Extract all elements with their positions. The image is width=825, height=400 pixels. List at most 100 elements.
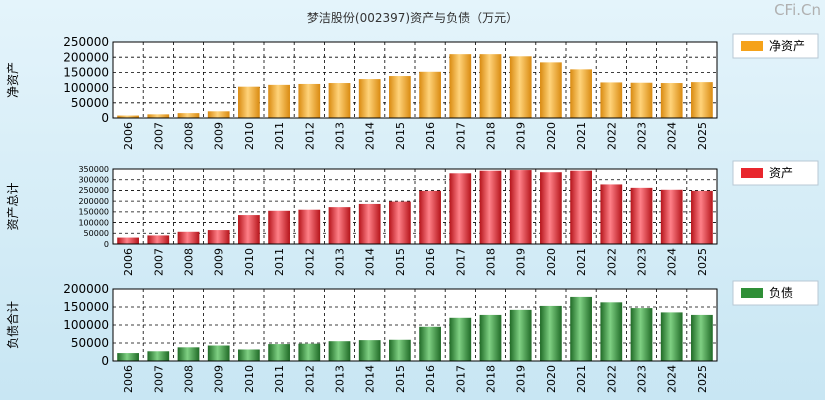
x-tick-label: 2014 — [364, 122, 377, 150]
legend-label: 资产 — [769, 166, 793, 180]
x-tick-label: 2020 — [545, 122, 558, 150]
x-tick-label: 2016 — [424, 122, 437, 150]
bar-equity-2012 — [298, 83, 321, 118]
legend-label: 负债 — [769, 286, 793, 300]
x-tick-label: 2015 — [394, 248, 407, 276]
x-tick-label: 2013 — [334, 365, 347, 393]
bar-equity-2016 — [419, 71, 441, 118]
bar-equity-2017 — [449, 54, 472, 118]
y-axis-label: 负债合计 — [5, 301, 20, 349]
x-tick-label: 2016 — [424, 365, 437, 393]
x-tick-label: 2015 — [394, 122, 407, 150]
bar-liabilities-2013 — [328, 341, 351, 361]
bar-liabilities-2012 — [298, 343, 321, 361]
bar-equity-2015 — [389, 76, 411, 118]
legend-swatch — [741, 41, 763, 51]
bar-assets-2025 — [691, 190, 713, 244]
x-tick-label: 2018 — [485, 248, 498, 276]
bar-liabilities-2011 — [268, 344, 290, 361]
x-tick-label: 2013 — [334, 248, 347, 276]
x-tick-label: 2024 — [666, 248, 679, 276]
x-tick-label: 2008 — [183, 248, 196, 276]
bar-equity-2025 — [691, 82, 713, 118]
bar-liabilities-2018 — [479, 314, 502, 361]
x-tick-label: 2011 — [273, 122, 286, 150]
bar-assets-2024 — [660, 189, 683, 244]
x-tick-label: 2022 — [605, 365, 618, 393]
x-tick-label: 2006 — [122, 122, 135, 150]
y-tick-label: 200000 — [63, 282, 109, 296]
x-tick-label: 2012 — [303, 248, 316, 276]
bar-equity-2014 — [358, 79, 381, 118]
bar-equity-2010 — [238, 86, 260, 118]
y-tick-label: 100000 — [63, 81, 109, 95]
bar-liabilities-2015 — [389, 339, 411, 361]
y-tick-label: 150000 — [63, 66, 109, 80]
watermark: CFi.Cn — [774, 1, 821, 19]
y-tick-label: 50000 — [71, 336, 109, 350]
bar-liabilities-2014 — [358, 340, 381, 361]
y-tick-label: 100000 — [78, 218, 109, 227]
bar-assets-2013 — [328, 207, 351, 244]
bar-equity-2022 — [600, 82, 623, 118]
x-tick-label: 2020 — [545, 248, 558, 276]
bar-liabilities-2009 — [207, 345, 230, 361]
bar-liabilities-2023 — [630, 308, 653, 361]
bar-assets-2015 — [389, 201, 411, 244]
bar-assets-2007 — [147, 235, 170, 244]
y-tick-label: 100000 — [63, 318, 109, 332]
bar-liabilities-2008 — [177, 347, 200, 361]
bar-assets-2019 — [509, 170, 532, 244]
x-tick-label: 2019 — [515, 122, 528, 150]
x-tick-label: 2018 — [485, 365, 498, 393]
x-tick-label: 2023 — [636, 365, 649, 393]
bar-equity-2021 — [570, 69, 592, 118]
x-tick-label: 2007 — [152, 248, 165, 276]
x-tick-label: 2012 — [303, 122, 316, 150]
x-tick-label: 2017 — [454, 122, 467, 150]
x-tick-label: 2013 — [334, 122, 347, 150]
bar-equity-2006 — [117, 115, 139, 118]
y-tick-label: 250000 — [63, 35, 109, 49]
bar-equity-2011 — [268, 84, 290, 118]
y-tick-label: 0 — [101, 111, 109, 125]
x-tick-label: 2008 — [183, 122, 196, 150]
y-tick-label: 150000 — [63, 300, 109, 314]
x-tick-label: 2015 — [394, 365, 407, 393]
bar-assets-2022 — [600, 184, 623, 244]
bar-equity-2008 — [177, 113, 200, 118]
bar-liabilities-2017 — [449, 317, 472, 361]
x-tick-label: 2011 — [273, 365, 286, 393]
bar-assets-2006 — [117, 237, 139, 244]
x-tick-label: 2017 — [454, 248, 467, 276]
x-tick-label: 2012 — [303, 365, 316, 393]
bar-assets-2016 — [419, 190, 441, 244]
x-tick-label: 2014 — [364, 248, 377, 276]
bar-assets-2014 — [358, 203, 381, 244]
y-tick-label: 150000 — [78, 208, 109, 217]
legend-swatch — [741, 168, 763, 178]
bar-equity-2013 — [328, 83, 351, 118]
bar-liabilities-2006 — [117, 353, 139, 361]
x-tick-label: 2008 — [183, 365, 196, 393]
x-tick-label: 2021 — [575, 122, 588, 150]
x-tick-label: 2010 — [243, 122, 256, 150]
bar-liabilities-2021 — [570, 296, 592, 361]
x-tick-label: 2007 — [152, 365, 165, 393]
x-tick-label: 2014 — [364, 365, 377, 393]
x-tick-label: 2023 — [636, 122, 649, 150]
x-tick-label: 2023 — [636, 248, 649, 276]
y-tick-label: 250000 — [78, 186, 109, 195]
x-tick-label: 2019 — [515, 365, 528, 393]
y-axis-label: 资产总计 — [6, 182, 20, 230]
chart-title: 梦洁股份(002397)资产与负债（万元） — [306, 11, 519, 25]
x-tick-label: 2011 — [273, 248, 286, 276]
bar-liabilities-2022 — [600, 302, 623, 361]
bar-equity-2018 — [479, 54, 502, 118]
x-tick-label: 2006 — [122, 365, 135, 393]
bar-equity-2024 — [660, 83, 683, 118]
